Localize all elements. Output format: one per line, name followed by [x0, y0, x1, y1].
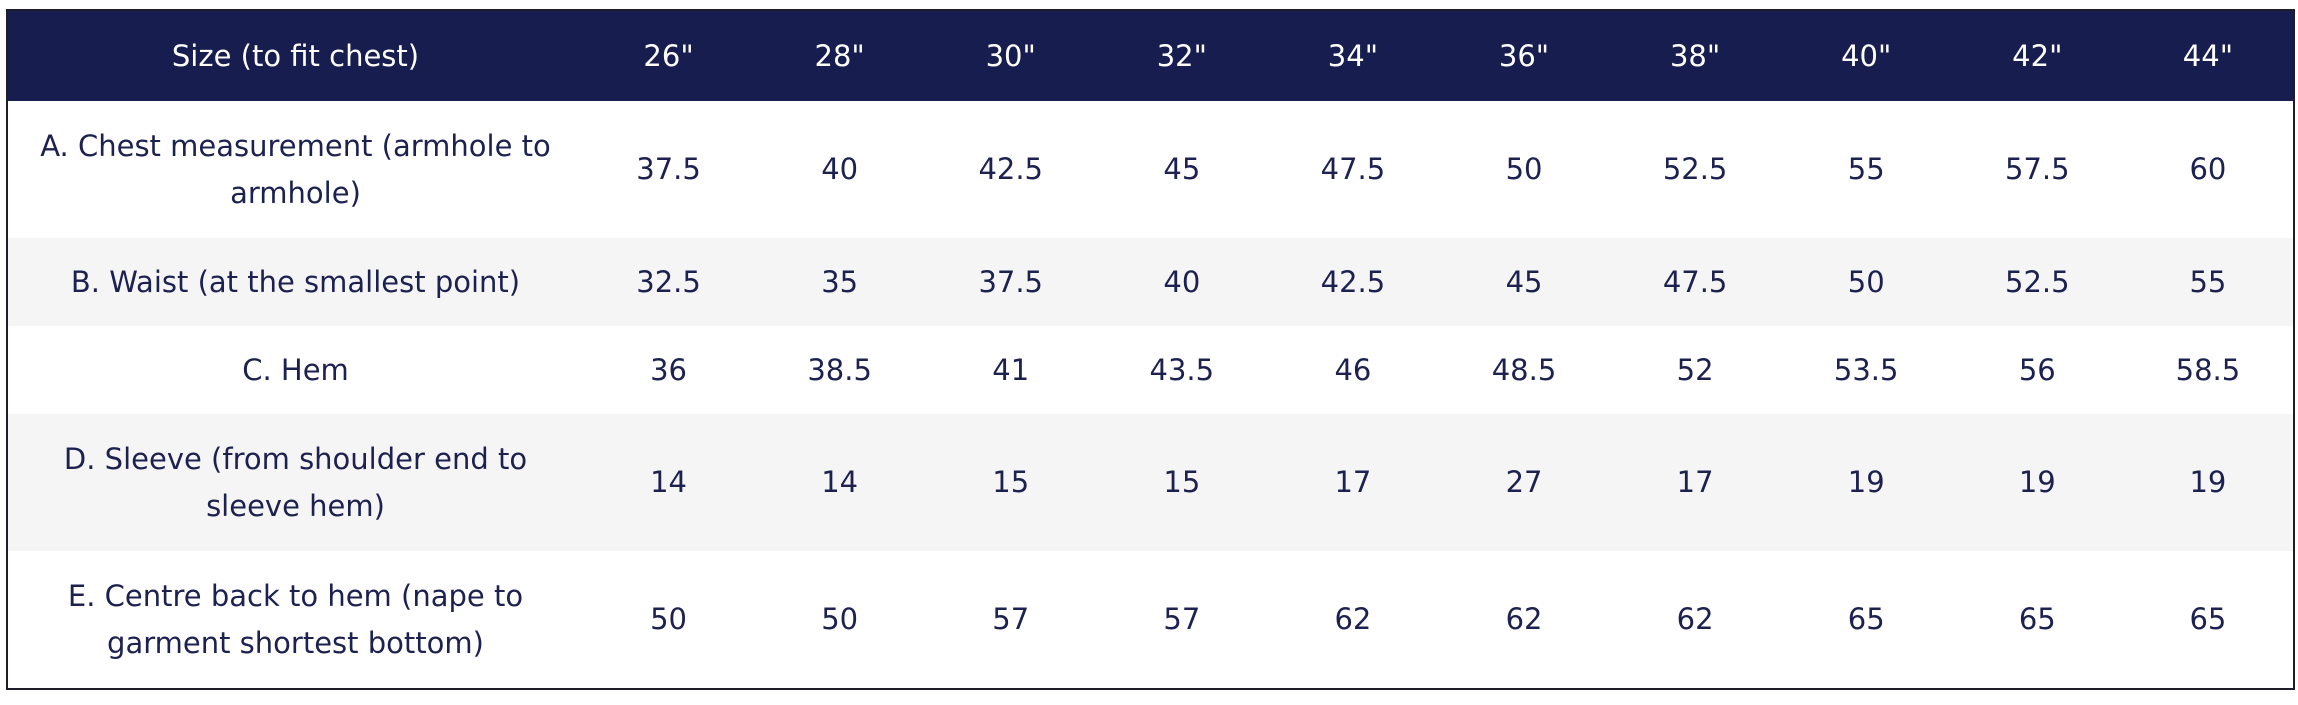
measurement-value: 47.5: [1662, 264, 1728, 299]
measurement-value: 14: [821, 465, 859, 499]
measurement-value: 15: [992, 465, 1030, 499]
measurement-value: 58.5: [2175, 352, 2241, 387]
measurement-value: 53.5: [1833, 352, 1899, 387]
measurement-value: 17: [1676, 465, 1714, 499]
measurement-value: 52.5: [2005, 264, 2070, 299]
measurement-value: 45: [1505, 264, 1543, 299]
measurement-value: 19: [1847, 465, 1885, 499]
size-header: 44": [2122, 10, 2294, 101]
measurement-value: 65: [2189, 602, 2227, 636]
measurement-value: 17: [1334, 465, 1372, 499]
measurement-value: 35: [821, 264, 859, 299]
size-header: 30": [925, 10, 1097, 101]
measurement-value: 57: [1163, 602, 1201, 636]
measurement-value: 62: [1676, 602, 1714, 636]
measurement-value: 36: [650, 352, 687, 387]
measurement-value: 56: [2018, 352, 2056, 387]
measurement-value: 32.5: [636, 264, 701, 299]
measurement-value: 57.5: [2005, 152, 2070, 186]
header-label: Size (to fit chest): [7, 10, 583, 101]
measurement-value: 37.5: [636, 152, 701, 186]
measurement-row: C. Hem 36 38.5 41 43.5 46 48.5 52 53.5 56 58.5: [7, 326, 2294, 414]
size-table: Size (to fit chest) 26" 28" 30" 32" 34" 36" 38"…: [6, 9, 2295, 690]
measurement-value: 40: [821, 152, 859, 186]
measurement-value: 62: [1505, 602, 1543, 636]
measurement-value: 37.5: [978, 264, 1044, 299]
size-header: 26": [583, 10, 755, 101]
measurement-value: 60: [2189, 152, 2227, 186]
measurement-value: 41: [992, 352, 1030, 387]
row-label: B. Waist (at the smallest point): [70, 264, 521, 299]
measurement-value: 40: [1163, 264, 1201, 299]
size-header: 28": [754, 10, 926, 101]
row-label: E. Centre back to hem (nape to garment s…: [67, 578, 524, 660]
measurement-value: 27: [1505, 465, 1543, 499]
size-header: 42": [1951, 10, 2123, 101]
measurement-value: 65: [2018, 602, 2056, 636]
measurement-value: 43.5: [1149, 352, 1215, 387]
measurement-value: 19: [2189, 465, 2227, 499]
measurement-row: A. Chest measurement (armhole to armhole…: [7, 101, 2294, 238]
measurement-value: 50: [650, 602, 687, 636]
measurement-row: B. Waist (at the smallest point) 32.5 35 37…: [7, 238, 2294, 326]
header-row: Size (to fit chest) 26" 28" 30" 32" 34" 36" 38"…: [7, 10, 2294, 101]
measurement-value: 52.5: [1662, 152, 1728, 186]
measurement-value: 46: [1334, 352, 1372, 387]
measurement-value: 55: [1847, 152, 1885, 186]
measurement-value: 48.5: [1491, 352, 1557, 387]
measurement-value: 45: [1163, 152, 1201, 186]
measurement-row: D. Sleeve (from shoulder end to sleeve h…: [7, 414, 2294, 551]
row-label: C. Hem: [242, 352, 349, 387]
measurement-value: 52: [1676, 352, 1714, 387]
size-header: 38": [1609, 10, 1781, 101]
measurement-value: 55: [2189, 264, 2227, 299]
row-label: A. Chest measurement (armhole to armhole…: [40, 128, 551, 210]
measurement-value: 15: [1163, 465, 1201, 499]
measurement-value: 62: [1334, 602, 1372, 636]
measurement-value: 50: [1847, 264, 1885, 299]
row-label: D. Sleeve (from shoulder end to sleeve h…: [63, 441, 528, 523]
measurement-value: 38.5: [807, 352, 872, 387]
measurement-value: 19: [2018, 465, 2056, 499]
size-chart: Size (to fit chest) 26" 28" 30" 32" 34" 36" 38"…: [6, 9, 2295, 690]
measurement-value: 14: [650, 465, 687, 499]
size-header: 32": [1096, 10, 1268, 101]
size-header: 40": [1780, 10, 1952, 101]
measurement-value: 57: [992, 602, 1030, 636]
measurement-row: E. Centre back to hem (nape to garment s…: [7, 551, 2294, 689]
measurement-value: 42.5: [1320, 264, 1386, 299]
size-header: 36": [1438, 10, 1610, 101]
measurement-value: 65: [1847, 602, 1885, 636]
measurement-value: 47.5: [1320, 152, 1386, 186]
measurement-value: 50: [821, 602, 859, 636]
measurement-value: 50: [1505, 152, 1543, 186]
size-header: 34": [1267, 10, 1439, 101]
measurement-value: 42.5: [978, 152, 1044, 186]
